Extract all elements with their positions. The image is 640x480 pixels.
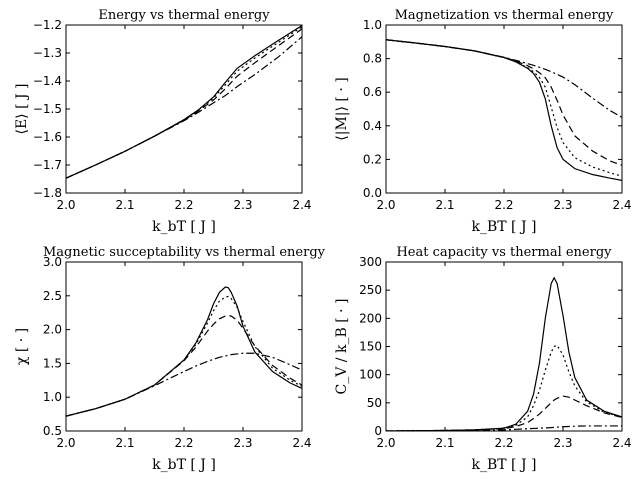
x-axis-label: k_bT [ J ] (152, 457, 216, 473)
x-axis-label: k_BT [ J ] (472, 457, 537, 473)
x-tick-label: 2.1 (115, 436, 134, 450)
series-line-dashdot (386, 425, 622, 431)
x-tick-label: 2.0 (56, 436, 75, 450)
x-tick-label: 2.0 (376, 436, 395, 450)
y-tick-label: 0.6 (363, 85, 382, 99)
y-tick-label: 2.0 (43, 323, 62, 337)
chart-title: Magnetization vs thermal energy (395, 8, 614, 23)
x-tick-label: 2.3 (553, 198, 572, 212)
y-tick-label: −1.6 (33, 130, 62, 144)
series-line-solid (66, 286, 302, 417)
x-tick-label: 2.4 (612, 436, 631, 450)
series-line-solid (386, 276, 622, 431)
series-line-dotted (386, 39, 622, 177)
y-tick-label: 300 (359, 255, 382, 269)
chart-title: Magnetic succeptability vs thermal energ… (43, 245, 326, 260)
series-line-dotted (66, 295, 302, 417)
chart-panel-1: Energy vs thermal energy 2.0 2.1 2.2 2.3 2.4 −… (14, 8, 312, 235)
y-tick-label: −1.8 (33, 186, 62, 200)
y-axis-label: ⟨|M|⟩ [ · ] (334, 77, 350, 140)
x-tick-label: 2.4 (292, 198, 311, 212)
y-tick-label: −1.4 (33, 74, 62, 88)
chart-panel-3: Magnetic succeptability vs thermal energ… (14, 245, 326, 473)
series-line-dotted (386, 344, 622, 431)
y-tick-label: 250 (359, 283, 382, 297)
y-tick-label: 1.0 (43, 390, 62, 404)
y-tick-label: 1.0 (363, 18, 382, 32)
series-line-dashed (386, 395, 622, 431)
plot-frame (65, 261, 303, 432)
series-line-dashdot (386, 39, 622, 118)
x-axis-label: k_BT [ J ] (472, 219, 537, 235)
x-tick-label: 2.4 (292, 436, 311, 450)
chart-title: Energy vs thermal energy (98, 8, 270, 23)
x-tick-label: 2.1 (115, 198, 134, 212)
plot-frame (385, 24, 623, 194)
y-tick-label: 200 (359, 311, 382, 325)
x-tick-label: 2.3 (233, 436, 252, 450)
series-line-dashed (66, 314, 302, 417)
y-tick-label: 1.5 (43, 356, 62, 370)
x-axis-label: k_bT [ J ] (152, 219, 216, 235)
y-tick-label: 0 (374, 424, 382, 438)
x-tick-label: 2.1 (435, 436, 454, 450)
series-line-dashdot (66, 36, 302, 179)
x-tick-label: 2.2 (174, 198, 193, 212)
y-tick-label: −1.2 (33, 18, 62, 32)
series-line-dashed (386, 39, 622, 166)
chart-title: Heat capacity vs thermal energy (396, 245, 612, 260)
x-tick-label: 2.2 (174, 436, 193, 450)
x-tick-label: 2.2 (494, 198, 513, 212)
series-line-solid (386, 39, 622, 181)
x-tick-label: 2.2 (494, 436, 513, 450)
y-tick-label: 2.5 (43, 289, 62, 303)
y-tick-label: −1.5 (33, 102, 62, 116)
y-tick-label: 0.8 (363, 52, 382, 66)
y-tick-label: 0.5 (43, 424, 62, 438)
y-tick-label: −1.7 (33, 158, 62, 172)
y-tick-label: 100 (359, 368, 382, 382)
x-tick-label: 2.0 (376, 198, 395, 212)
y-tick-label: −1.3 (33, 46, 62, 60)
y-tick-label: 50 (367, 396, 382, 410)
y-axis-label: ⟨E⟩ [ J ] (14, 83, 30, 134)
chart-panel-2: Magnetization vs thermal energy 2.0 2.1 2.2… (334, 8, 632, 235)
y-tick-label: 0.0 (363, 186, 382, 200)
chart-panel-4: Heat capacity vs thermal energy 2.0 2.1 2.2… (334, 245, 632, 473)
x-tick-label: 2.3 (553, 436, 572, 450)
series-line-solid (66, 25, 302, 179)
x-tick-label: 2.1 (435, 198, 454, 212)
y-tick-label: 0.4 (363, 119, 382, 133)
series-line-dashed (66, 28, 302, 179)
x-tick-label: 2.0 (56, 198, 75, 212)
y-tick-label: 3.0 (43, 255, 62, 269)
x-tick-label: 2.3 (233, 198, 252, 212)
y-tick-label: 0.2 (363, 152, 382, 166)
y-axis-label: C_V / k_B [ · ] (334, 299, 350, 395)
y-axis-label: χ [ · ] (14, 328, 30, 365)
series-line-dashdot (66, 352, 302, 417)
x-tick-label: 2.4 (612, 198, 631, 212)
series-line-dotted (66, 26, 302, 179)
y-tick-label: 150 (359, 340, 382, 354)
